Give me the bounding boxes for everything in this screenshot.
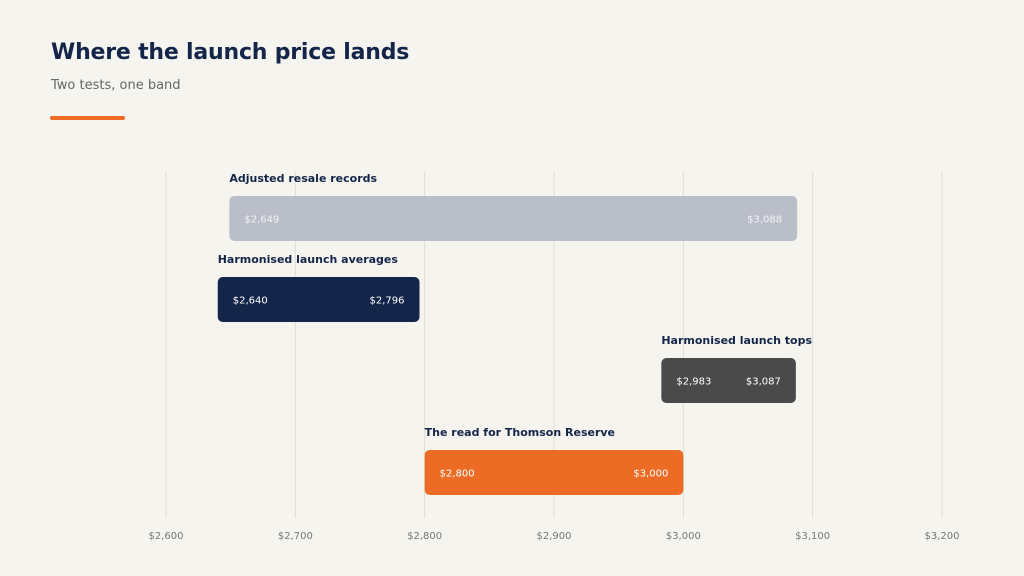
range-bar [217,277,420,322]
range-row: Harmonised launch tops $2,983 $3,087 [661,334,812,403]
x-tick-label: $3,000 [666,531,701,542]
series-label: The read for Thomson Reserve [425,426,615,439]
range-high-label: $3,087 [746,377,781,388]
page-title: Where the launch price lands [51,40,410,65]
range-bars: Adjusted resale records $2,649 $3,088 Harmo… [217,172,812,495]
x-tick-label: $2,700 [278,531,313,542]
series-label: Harmonised launch averages [218,253,399,266]
range-row: Adjusted resale records $2,649 $3,088 [229,172,798,241]
range-high-label: $2,796 [369,296,404,307]
series-label: Adjusted resale records [229,172,377,185]
range-high-label: $3,088 [747,215,782,226]
range-bar [424,450,684,495]
x-tick-label: $2,600 [149,531,184,542]
range-bar [661,358,796,403]
x-tick-label: $2,900 [537,531,572,542]
range-row: The read for Thomson Reserve $2,800 $3,000 [424,426,684,495]
x-tick-label: $3,100 [795,531,830,542]
range-bar [229,196,798,241]
x-tick-label: $3,200 [925,531,960,542]
series-label: Harmonised launch tops [661,334,812,347]
range-low-label: $2,649 [244,215,279,226]
range-row: Harmonised launch averages $2,640 $2,796 [217,253,420,322]
range-low-label: $2,640 [233,296,268,307]
range-low-label: $2,800 [440,469,475,480]
range-low-label: $2,983 [676,377,711,388]
page-subtitle: Two tests, one band [51,78,181,93]
x-axis-ticks: $2,600 $2,700 $2,800 $2,900 $3,000 $3,100 $3,2… [149,531,960,542]
x-tick-label: $2,800 [407,531,442,542]
range-high-label: $3,000 [633,469,668,480]
accent-rule [50,116,125,120]
